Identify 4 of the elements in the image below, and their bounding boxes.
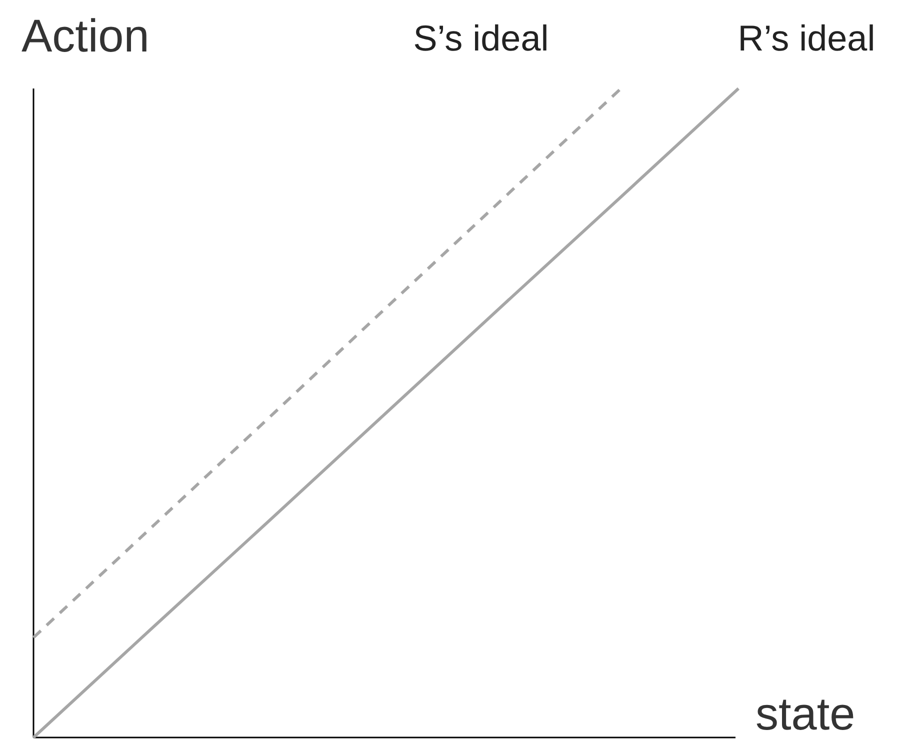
x-axis-title: state xyxy=(756,688,856,740)
series-label: S’s ideal xyxy=(413,18,549,58)
y-axis-title: Action xyxy=(22,10,150,62)
series-label: R’s ideal xyxy=(738,18,876,58)
